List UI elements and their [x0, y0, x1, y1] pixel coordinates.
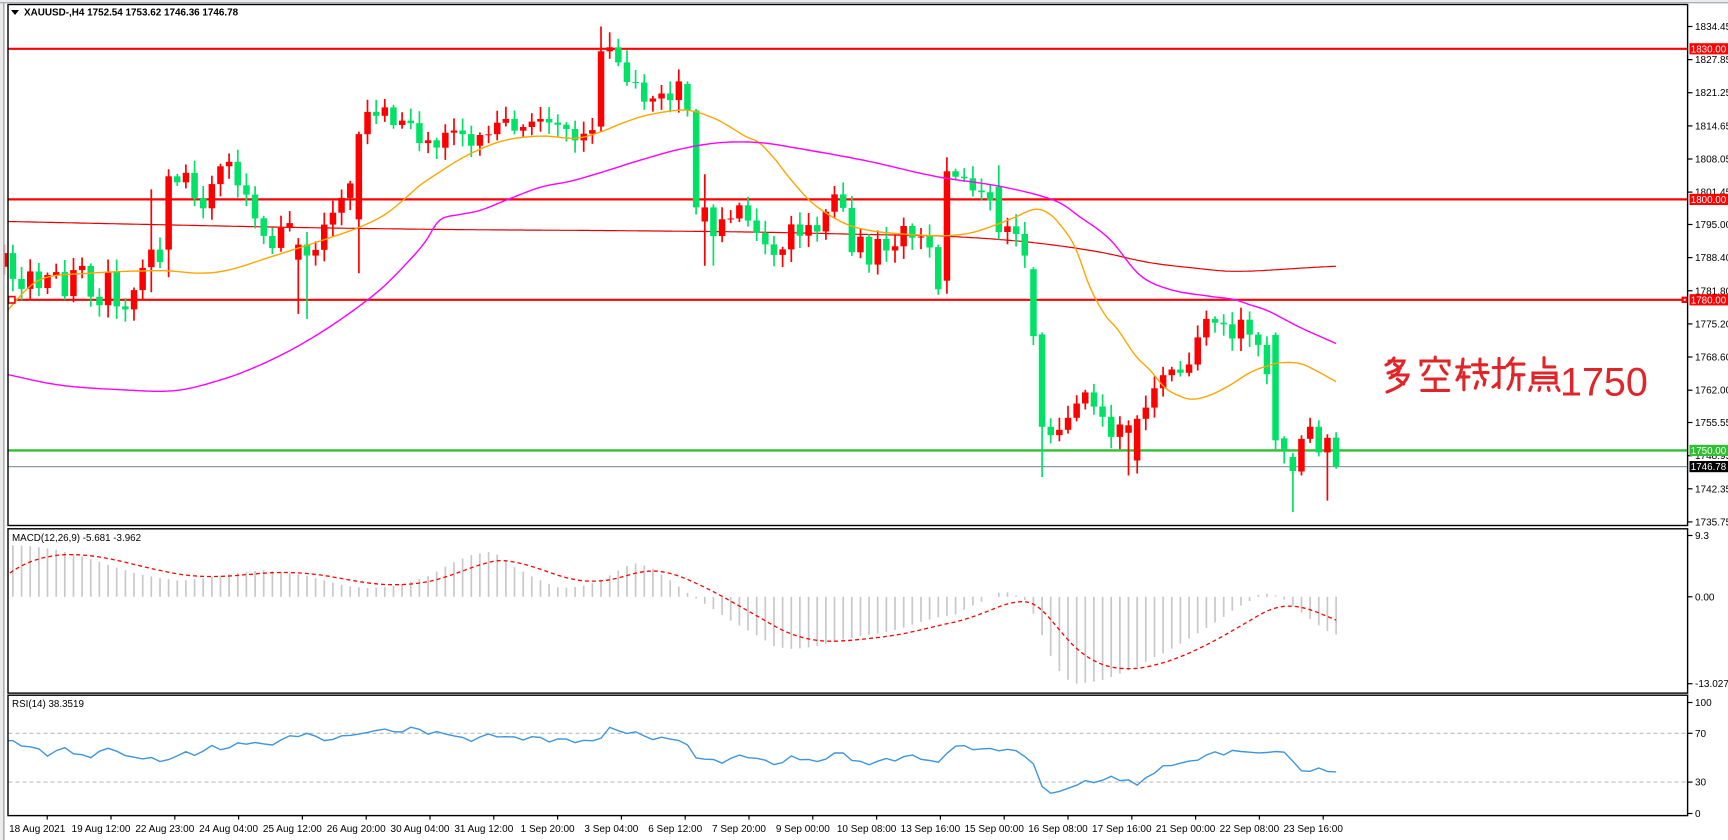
svg-text:22 Aug 23:00: 22 Aug 23:00	[135, 824, 194, 835]
svg-text:100: 100	[1695, 698, 1712, 709]
svg-text:1780.00: 1780.00	[1691, 295, 1727, 306]
svg-text:1821.25: 1821.25	[1695, 88, 1728, 99]
svg-text:1750: 1750	[1560, 361, 1648, 405]
svg-text:0: 0	[1695, 809, 1701, 820]
svg-text:1750.00: 1750.00	[1691, 446, 1727, 457]
svg-text:1781.80: 1781.80	[1695, 286, 1728, 297]
svg-text:23 Sep 16:00: 23 Sep 16:00	[1283, 824, 1343, 835]
svg-text:18 Aug 2021: 18 Aug 2021	[9, 824, 66, 835]
svg-text:30 Aug 04:00: 30 Aug 04:00	[391, 824, 450, 835]
svg-text:1775.20: 1775.20	[1695, 319, 1728, 330]
svg-text:21 Sep 00:00: 21 Sep 00:00	[1156, 824, 1216, 835]
svg-text:22 Sep 08:00: 22 Sep 08:00	[1220, 824, 1280, 835]
svg-text:MACD(12,26,9) -5.681 -3.962: MACD(12,26,9) -5.681 -3.962	[12, 533, 141, 544]
svg-text:9 Sep 00:00: 9 Sep 00:00	[776, 824, 830, 835]
svg-text:1762.00: 1762.00	[1695, 386, 1728, 397]
svg-text:1 Sep 20:00: 1 Sep 20:00	[521, 824, 575, 835]
svg-text:30: 30	[1695, 778, 1707, 789]
svg-text:26 Aug 20:00: 26 Aug 20:00	[327, 824, 386, 835]
svg-text:1834.45: 1834.45	[1695, 22, 1728, 33]
svg-text:1827.85: 1827.85	[1695, 55, 1728, 66]
svg-text:-13.027: -13.027	[1695, 679, 1728, 690]
svg-text:9.3: 9.3	[1695, 531, 1709, 542]
svg-text:24 Aug 04:00: 24 Aug 04:00	[199, 824, 258, 835]
svg-text:1746.78: 1746.78	[1691, 462, 1727, 473]
svg-text:6 Sep 12:00: 6 Sep 12:00	[648, 824, 702, 835]
svg-text:10 Sep 08:00: 10 Sep 08:00	[837, 824, 897, 835]
svg-text:13 Sep 16:00: 13 Sep 16:00	[901, 824, 961, 835]
svg-text:1814.65: 1814.65	[1695, 121, 1728, 132]
svg-text:7 Sep 20:00: 7 Sep 20:00	[712, 824, 766, 835]
svg-text:31 Aug 12:00: 31 Aug 12:00	[454, 824, 513, 835]
svg-text:XAUUSD-,H4 1752.54 1753.62 17: XAUUSD-,H4 1752.54 1753.62 1746.36 1746.…	[24, 8, 239, 19]
svg-text:70: 70	[1695, 729, 1707, 740]
svg-text:1755.55: 1755.55	[1695, 418, 1728, 429]
svg-text:RSI(14) 38.3519: RSI(14) 38.3519	[12, 699, 84, 710]
svg-text:1742.35: 1742.35	[1695, 484, 1728, 495]
svg-text:25 Aug 12:00: 25 Aug 12:00	[263, 824, 322, 835]
svg-text:17 Sep 16:00: 17 Sep 16:00	[1092, 824, 1152, 835]
svg-text:1748.95: 1748.95	[1695, 451, 1728, 462]
svg-text:3 Sep 04:00: 3 Sep 04:00	[584, 824, 638, 835]
svg-text:1768.60: 1768.60	[1695, 353, 1728, 364]
svg-text:1800.00: 1800.00	[1691, 195, 1727, 206]
svg-text:1795.00: 1795.00	[1695, 220, 1728, 231]
svg-text:16 Sep 08:00: 16 Sep 08:00	[1028, 824, 1088, 835]
svg-text:19 Aug 12:00: 19 Aug 12:00	[72, 824, 131, 835]
svg-text:1801.45: 1801.45	[1695, 188, 1728, 199]
svg-text:1830.00: 1830.00	[1691, 44, 1727, 55]
svg-text:0.00: 0.00	[1695, 592, 1715, 603]
svg-text:1735.75: 1735.75	[1695, 517, 1728, 528]
svg-text:15 Sep 00:00: 15 Sep 00:00	[964, 824, 1024, 835]
svg-text:1788.40: 1788.40	[1695, 253, 1728, 264]
svg-text:1808.05: 1808.05	[1695, 155, 1728, 166]
